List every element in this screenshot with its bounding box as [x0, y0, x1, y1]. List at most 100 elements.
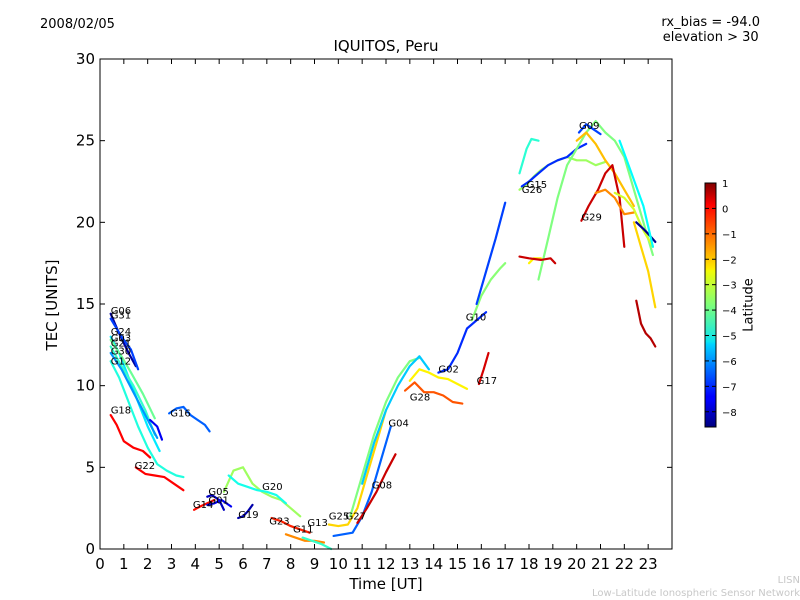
- series-label-g25: G25: [329, 512, 349, 523]
- series-label-g04: G04: [388, 419, 408, 430]
- series-label-g03: G03: [111, 334, 131, 345]
- series-line-g09: [537, 119, 655, 281]
- series-line-g05: [206, 494, 225, 511]
- x-tick-label: 22: [615, 555, 634, 573]
- series-label-g06: G06: [111, 306, 131, 317]
- x-tick-label: 9: [310, 555, 320, 573]
- x-axis-label: Time [UT]: [349, 575, 423, 593]
- x-tick-label: 15: [448, 555, 467, 573]
- series-line-g07c: [632, 221, 657, 309]
- colorbar-tick-label: −3: [722, 281, 737, 292]
- series-label-g18: G18: [111, 405, 131, 416]
- series-line-g28: [404, 381, 464, 405]
- series-line-g01: [206, 498, 233, 508]
- x-tick-label: 10: [329, 555, 348, 573]
- colorbar-tick-label: −6: [722, 357, 737, 368]
- y-tick-label: 25: [76, 132, 95, 150]
- series-line-g16: [168, 405, 211, 433]
- series-line-gr1: [518, 255, 557, 265]
- series-label-g22: G22: [135, 461, 155, 472]
- series-line-g19: [237, 503, 254, 520]
- series-line-g10: [437, 311, 488, 374]
- series-label-g23: G23: [269, 517, 289, 528]
- x-tick-label: 16: [472, 555, 491, 573]
- series-line-g17b: [470, 262, 507, 322]
- series-line-g14: [193, 498, 216, 511]
- series-line-g29b: [594, 188, 636, 216]
- x-tick-label: 5: [214, 555, 224, 573]
- series-label-g01: G01: [208, 495, 228, 506]
- series-label-g27: G27: [346, 512, 366, 523]
- x-tick-label: 0: [95, 555, 105, 573]
- series-line-g22: [134, 466, 185, 492]
- series-line-g17c: [475, 201, 507, 306]
- series-label-g02: G02: [438, 365, 458, 376]
- series-label-g13: G13: [307, 518, 327, 529]
- series-line-g12: [109, 360, 185, 479]
- series-label-g14: G14: [193, 500, 213, 511]
- series-label-g28: G28: [410, 392, 430, 403]
- x-tick-label: 13: [400, 555, 419, 573]
- colorbar-tick-label: −1: [722, 230, 737, 241]
- x-tick-label: 14: [424, 555, 443, 573]
- x-tick-label: 11: [353, 555, 372, 573]
- colorbar-tick-label: −8: [722, 408, 737, 419]
- series-label-g21: G21: [111, 339, 131, 350]
- params-block: rx_bias = -94.0 elevation > 30: [661, 15, 760, 45]
- x-tick-label: 2: [143, 555, 153, 573]
- series-line-g18: [109, 414, 152, 459]
- series-label-g17: G17: [477, 376, 497, 387]
- series-line-g03: [109, 338, 156, 420]
- elevation-label: elevation > 30: [662, 30, 759, 45]
- colorbar-tick-label: 0: [722, 204, 728, 215]
- colorbar-tick-label: −5: [722, 332, 737, 343]
- series-line-g29: [580, 164, 626, 248]
- series-label-g15: G15: [527, 180, 547, 191]
- x-tick-label: 7: [262, 555, 272, 573]
- series-label-g10: G10: [466, 312, 486, 323]
- x-tick-label: 18: [519, 555, 538, 573]
- series-label-g24: G24: [111, 327, 131, 338]
- y-tick-label: 20: [76, 213, 95, 231]
- x-tick-label: 20: [567, 555, 586, 573]
- series-line-g04b: [361, 355, 430, 485]
- series-line-g16b: [149, 418, 164, 441]
- series-line-g11: [284, 533, 326, 544]
- colorbar-tick-label: −2: [722, 255, 737, 266]
- y-tick-label: 10: [76, 377, 95, 395]
- axis-layer: 0 1 2 3 4 5 6 7 8 9 10 11 12 13 14 15 16 17 18 19 20 21 22 2305…: [76, 50, 672, 573]
- footer: LISN Low-Latitude Ionospheric Sensor Net…: [592, 574, 800, 600]
- x-tick-label: 19: [543, 555, 562, 573]
- series-label-g16: G16: [170, 409, 190, 420]
- series-line-g13: [301, 536, 333, 551]
- series-line-g02: [408, 368, 469, 390]
- series-line-g30: [109, 351, 159, 439]
- series-layer: [109, 119, 657, 551]
- series-line-g29c: [613, 191, 655, 248]
- colorbar-tick-label: −4: [722, 306, 737, 317]
- series-line-g17: [477, 351, 490, 386]
- series-label-g05: G05: [208, 487, 228, 498]
- series-line-g23: [270, 516, 311, 534]
- series-line-g31: [109, 317, 140, 371]
- y-tick-label: 30: [76, 50, 95, 68]
- series-label-g12: G12: [111, 356, 131, 367]
- chart-title: IQUITOS, Peru: [333, 37, 439, 55]
- series-label-g11: G11: [293, 525, 313, 536]
- series-label-g20: G20: [262, 482, 282, 493]
- series-line-g25: [327, 409, 388, 528]
- series-label-g08: G08: [372, 481, 392, 492]
- x-tick-label: 6: [238, 555, 248, 573]
- series-line-g08: [356, 453, 397, 525]
- colorbar-tick-label: 1: [722, 179, 728, 190]
- colorbar-gradient: [704, 182, 717, 428]
- y-tick-label: 5: [85, 458, 95, 476]
- rx-bias-label: rx_bias = -94.0: [661, 15, 760, 30]
- series-line-g20b: [227, 474, 287, 505]
- colorbar-tick-label: −7: [722, 382, 737, 393]
- series-label-g29: G29: [581, 213, 601, 224]
- x-tick-label: 23: [639, 555, 658, 573]
- series-line-g01r: [635, 299, 657, 348]
